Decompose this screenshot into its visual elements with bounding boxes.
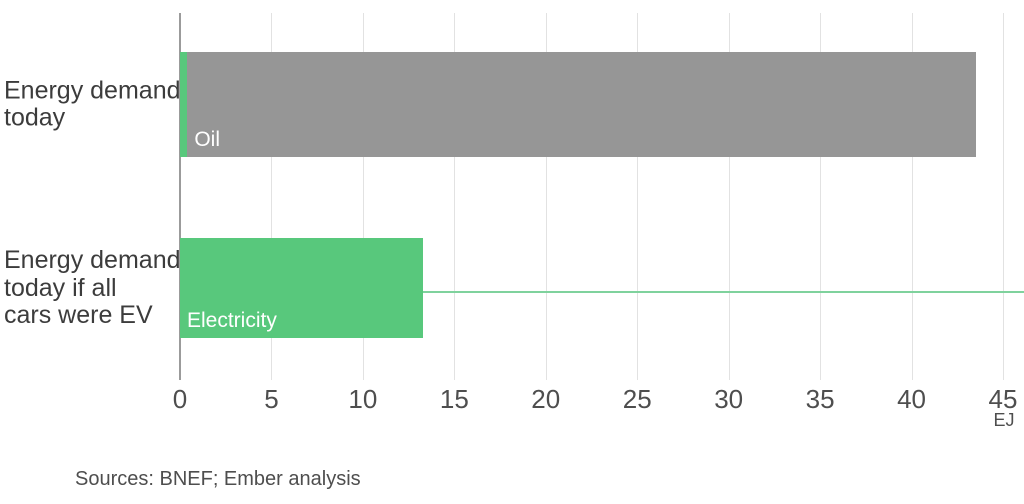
gridline: [454, 13, 456, 380]
x-tick-label: 45: [988, 384, 1018, 414]
x-tick-label: 10: [348, 384, 378, 414]
category-label: Energy demand today if all cars were EV: [4, 245, 181, 330]
gridline: [820, 13, 822, 380]
category-label-line: cars were EV: [4, 300, 153, 329]
gridline: [637, 13, 639, 380]
source-note: Sources: BNEF; Ember analysis: [75, 468, 361, 490]
x-tick-label: 30: [714, 384, 744, 414]
x-tick-label: 20: [531, 384, 561, 414]
x-tick-label: 35: [805, 384, 835, 414]
gridline: [728, 13, 730, 380]
x-axis-unit-label: EJ: [993, 410, 1015, 430]
bar-label: Electricity: [187, 309, 277, 332]
gridline: [1003, 13, 1004, 380]
gridline: [271, 13, 273, 380]
gridline: [545, 13, 547, 380]
bar-segment-oil: Oil: [187, 52, 976, 157]
category-label-line: today: [4, 103, 66, 132]
reference-line: [423, 291, 1024, 293]
category-label-line: today if all: [4, 273, 117, 302]
category-label: Energy demand today: [4, 76, 181, 132]
x-tick-label: 0: [172, 384, 188, 414]
y-axis-line: [179, 13, 181, 380]
bar-segment-electricity: [180, 52, 188, 157]
bar-label: Oil: [194, 128, 220, 151]
gridline: [911, 13, 913, 380]
category-label-line: Energy demand: [4, 245, 181, 274]
x-tick-label: 25: [622, 384, 652, 414]
x-tick-label: 40: [897, 384, 927, 414]
x-tick-label: 15: [439, 384, 469, 414]
gridline: [362, 13, 364, 380]
category-label-line: Energy demand: [4, 76, 181, 104]
bar-segment-electricity: Electricity: [180, 238, 424, 338]
x-tick-label: 5: [264, 384, 279, 414]
